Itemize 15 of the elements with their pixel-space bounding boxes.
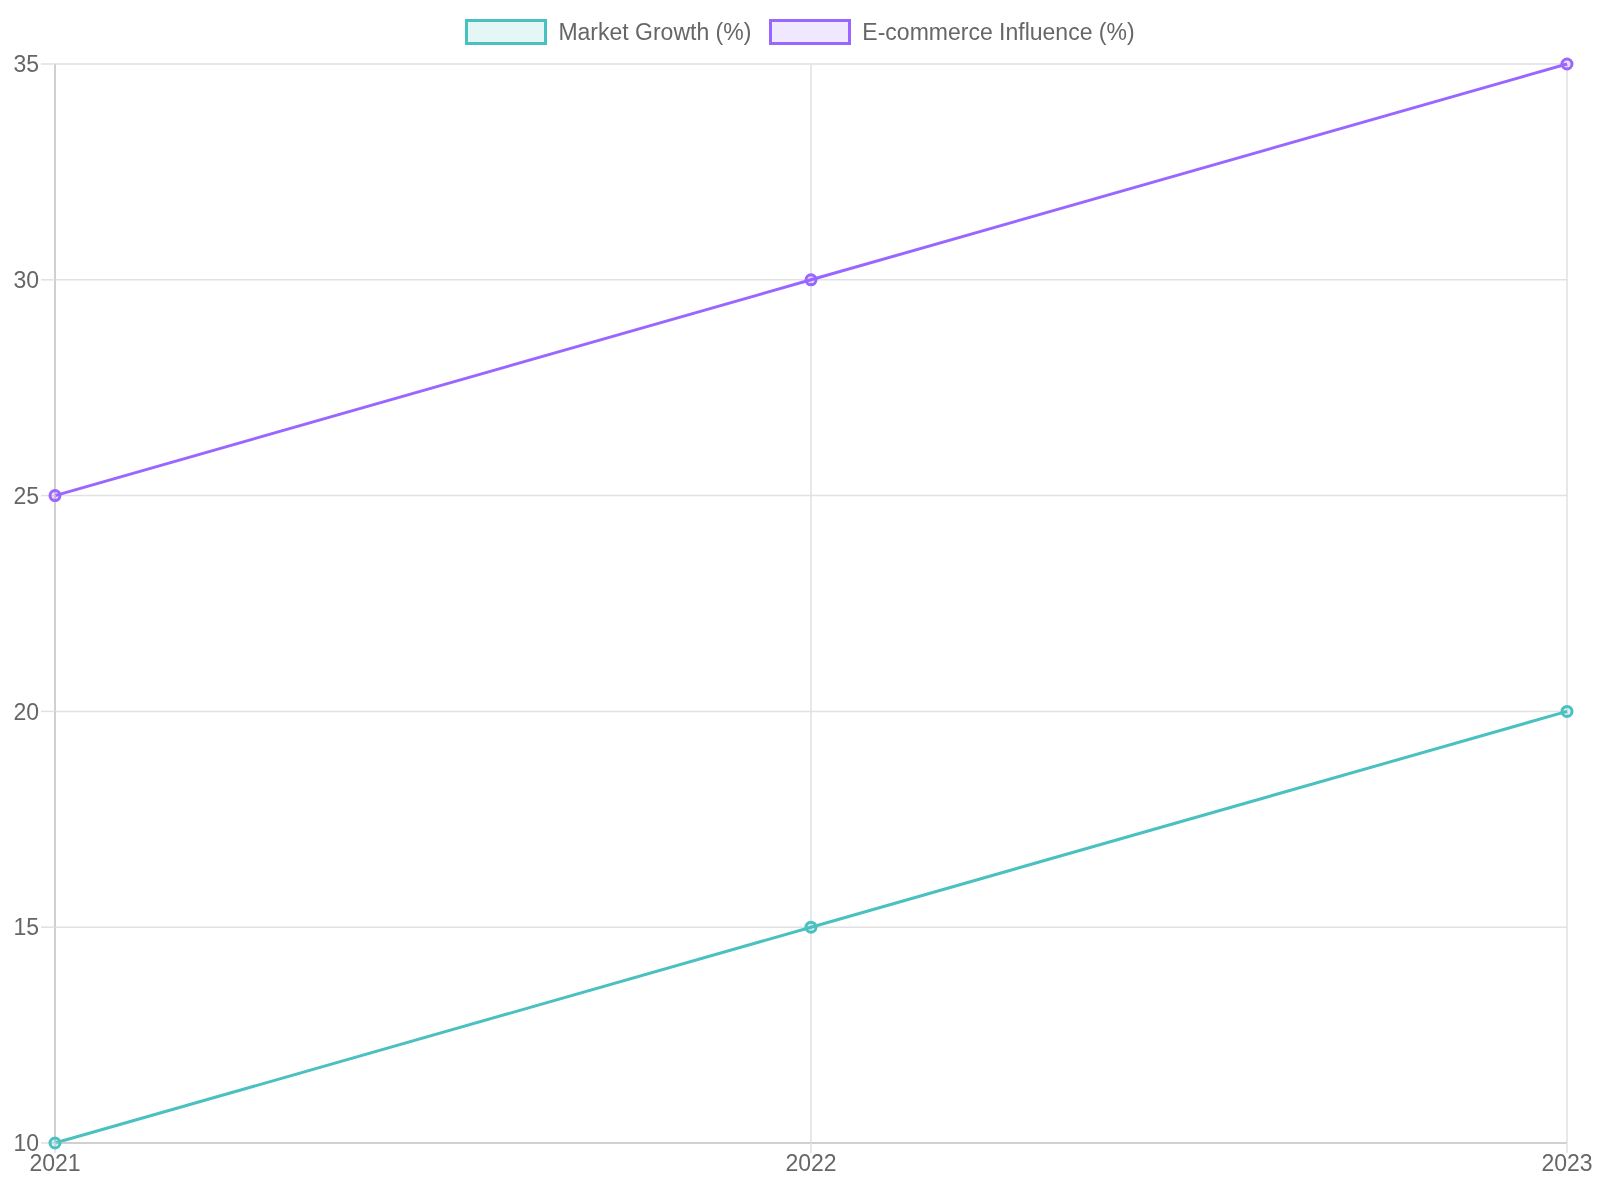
- y-tick-label: 35: [13, 51, 39, 78]
- point: [1560, 704, 1574, 718]
- legend-label: E-commerce Influence (%): [862, 18, 1135, 46]
- y-tick-label: 30: [13, 266, 39, 293]
- y-tick-label: 15: [13, 914, 39, 941]
- x-tick-label: 2023: [1541, 1150, 1593, 1177]
- y-tick-label: 25: [13, 482, 39, 509]
- x-tick-label: 2022: [785, 1150, 837, 1177]
- point: [48, 489, 62, 503]
- point: [48, 1136, 62, 1150]
- point: [804, 273, 818, 287]
- point: [1560, 57, 1574, 71]
- legend-label: Market Growth (%): [558, 18, 752, 46]
- y-tick-label: 20: [13, 698, 39, 725]
- point: [804, 920, 818, 934]
